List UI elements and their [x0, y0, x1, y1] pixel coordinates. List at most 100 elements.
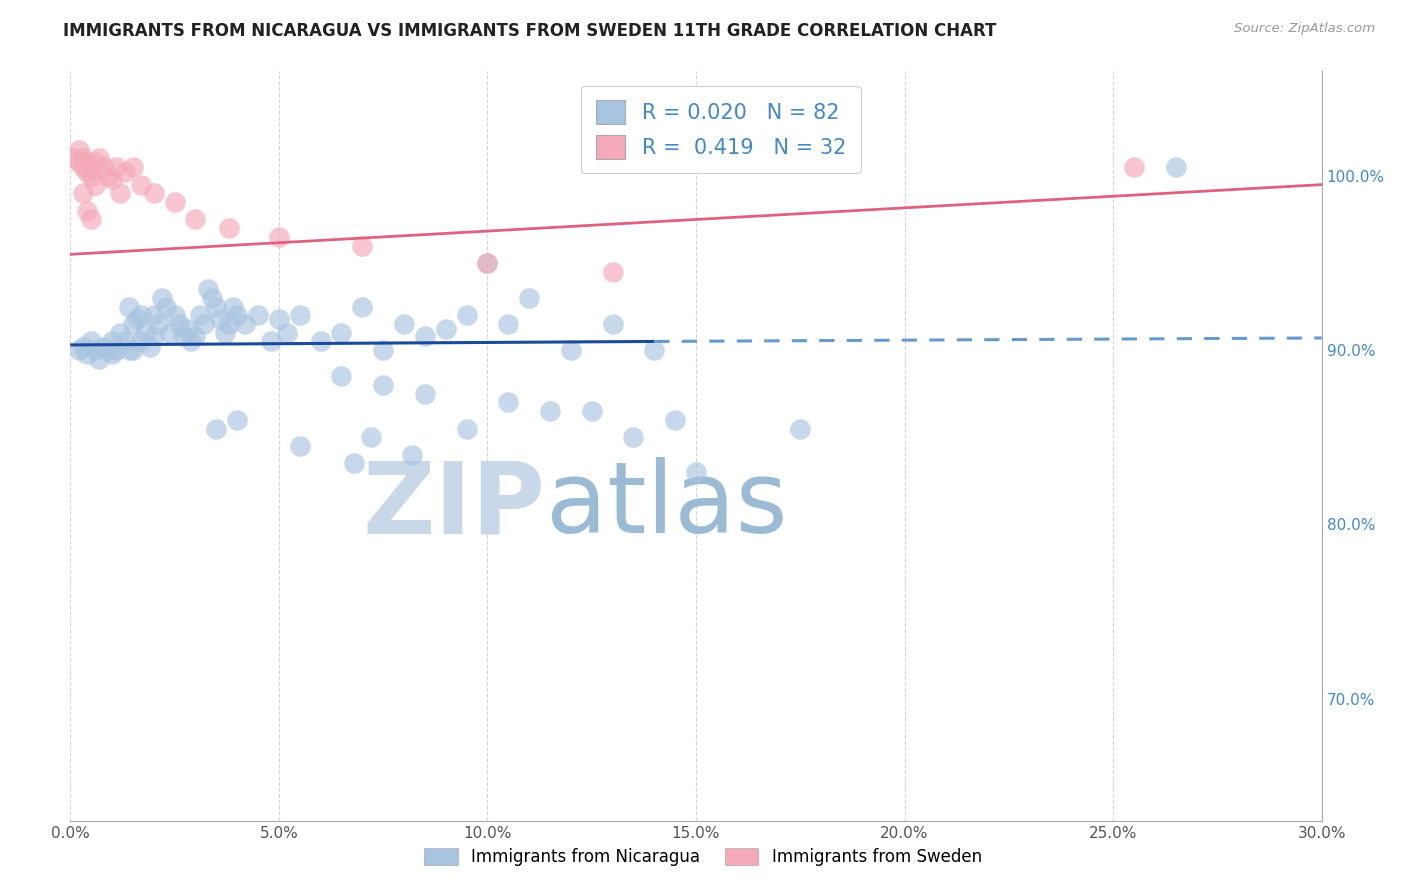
Point — [110, 326, 132, 340]
Point — [259, 334, 281, 349]
Point — [89, 351, 111, 366]
Point — [93, 340, 115, 354]
Point — [193, 317, 215, 331]
Point — [477, 256, 499, 270]
Point — [226, 308, 249, 322]
Point — [188, 308, 211, 322]
Point — [218, 317, 240, 331]
Point — [118, 300, 141, 314]
Legend: R = 0.020   N = 82, R =  0.419   N = 32: R = 0.020 N = 82, R = 0.419 N = 32 — [581, 86, 860, 173]
Point — [360, 430, 382, 444]
Point — [129, 178, 152, 192]
Point — [371, 378, 394, 392]
Point — [163, 195, 186, 210]
Point — [214, 326, 236, 340]
Point — [121, 317, 145, 331]
Text: Source: ZipAtlas.com: Source: ZipAtlas.com — [1234, 22, 1375, 36]
Point — [267, 311, 290, 326]
Point — [129, 334, 152, 349]
Point — [184, 329, 207, 343]
Point — [163, 308, 186, 322]
Point — [371, 343, 394, 358]
Point — [201, 291, 224, 305]
Point — [76, 346, 98, 360]
Point — [142, 186, 165, 201]
Point — [125, 311, 148, 326]
Point — [76, 155, 98, 169]
Point — [76, 203, 98, 218]
Point — [343, 457, 366, 471]
Point — [664, 413, 686, 427]
Point — [67, 343, 90, 358]
Point — [105, 343, 128, 358]
Point — [84, 178, 107, 192]
Point — [1122, 160, 1144, 174]
Point — [121, 343, 145, 358]
Point — [538, 404, 561, 418]
Point — [97, 343, 120, 358]
Point — [392, 317, 415, 331]
Point — [97, 169, 120, 183]
Text: atlas: atlas — [546, 458, 787, 555]
Point — [72, 152, 94, 166]
Point — [643, 343, 665, 358]
Point — [413, 329, 436, 343]
Point — [517, 291, 540, 305]
Point — [434, 322, 457, 336]
Point — [142, 329, 165, 343]
Point — [76, 165, 98, 179]
Legend: Immigrants from Nicaragua, Immigrants from Sweden: Immigrants from Nicaragua, Immigrants fr… — [416, 840, 990, 875]
Point — [602, 265, 624, 279]
Text: ZIP: ZIP — [363, 458, 546, 555]
Point — [176, 322, 198, 336]
Point — [167, 317, 190, 331]
Point — [110, 186, 132, 201]
Point — [105, 160, 128, 174]
Point — [72, 340, 94, 354]
Point — [288, 308, 311, 322]
Point — [330, 326, 353, 340]
Point — [205, 300, 228, 314]
Point — [218, 221, 240, 235]
Point — [352, 300, 374, 314]
Point — [401, 448, 423, 462]
Point — [180, 334, 202, 349]
Point — [309, 334, 332, 349]
Point — [413, 386, 436, 401]
Point — [456, 308, 478, 322]
Point — [621, 430, 644, 444]
Point — [205, 421, 228, 435]
Point — [146, 317, 169, 331]
Point — [498, 395, 520, 409]
Point — [276, 326, 298, 340]
Point — [114, 334, 136, 349]
Point — [159, 326, 181, 340]
Point — [118, 343, 141, 358]
Point — [288, 439, 311, 453]
Point — [72, 186, 94, 201]
Point — [581, 404, 603, 418]
Point — [498, 317, 520, 331]
Point — [477, 256, 499, 270]
Point — [80, 169, 103, 183]
Point — [789, 421, 811, 435]
Point — [101, 172, 124, 186]
Point — [184, 212, 207, 227]
Point — [67, 143, 90, 157]
Point — [150, 291, 173, 305]
Point — [63, 152, 86, 166]
Point — [80, 334, 103, 349]
Point — [222, 300, 245, 314]
Point — [602, 317, 624, 331]
Point — [114, 165, 136, 179]
Point — [560, 343, 582, 358]
Point — [121, 160, 145, 174]
Point — [67, 155, 90, 169]
Text: IMMIGRANTS FROM NICARAGUA VS IMMIGRANTS FROM SWEDEN 11TH GRADE CORRELATION CHART: IMMIGRANTS FROM NICARAGUA VS IMMIGRANTS … — [63, 22, 997, 40]
Point — [72, 160, 94, 174]
Point — [247, 308, 270, 322]
Point — [197, 282, 219, 296]
Point — [89, 152, 111, 166]
Point — [142, 308, 165, 322]
Point — [101, 334, 124, 349]
